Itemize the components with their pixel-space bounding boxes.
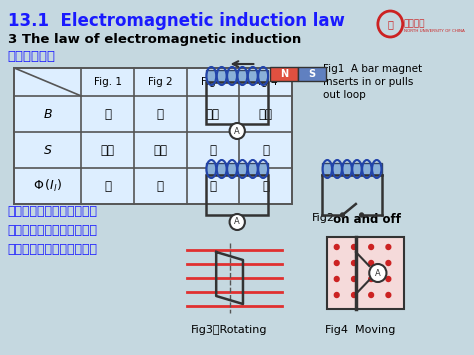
Bar bbox=[206, 163, 268, 175]
Bar bbox=[298, 67, 326, 81]
Text: Fig2: Fig2 bbox=[312, 213, 335, 223]
Circle shape bbox=[334, 277, 339, 282]
Text: 变: 变 bbox=[104, 108, 111, 120]
Text: S: S bbox=[308, 69, 315, 79]
Text: 不变: 不变 bbox=[206, 108, 220, 120]
Circle shape bbox=[334, 261, 339, 266]
Circle shape bbox=[360, 213, 364, 217]
Text: 13.1  Electromagnetic induction law: 13.1 Electromagnetic induction law bbox=[8, 12, 345, 30]
Circle shape bbox=[229, 123, 245, 139]
Text: Fig 3: Fig 3 bbox=[201, 77, 225, 87]
Text: A: A bbox=[234, 218, 240, 226]
Text: 有: 有 bbox=[104, 180, 111, 192]
Text: 变: 变 bbox=[210, 143, 216, 157]
Text: 东: 东 bbox=[387, 19, 393, 29]
Circle shape bbox=[386, 293, 391, 297]
Circle shape bbox=[386, 261, 391, 266]
Text: 不管什么原因引起通过闭合
回路的磁通量发生变化，都
会在导体回路中产生电流。: 不管什么原因引起通过闭合 回路的磁通量发生变化，都 会在导体回路中产生电流。 bbox=[8, 205, 98, 256]
Text: 不变: 不变 bbox=[153, 143, 167, 157]
Circle shape bbox=[386, 245, 391, 250]
Circle shape bbox=[352, 293, 356, 297]
Text: A: A bbox=[234, 126, 240, 136]
Bar bbox=[206, 82, 268, 124]
Circle shape bbox=[340, 213, 345, 217]
Text: 电磁感应定律: 电磁感应定律 bbox=[8, 50, 55, 63]
Circle shape bbox=[369, 261, 374, 266]
Circle shape bbox=[369, 245, 374, 250]
Text: $S$: $S$ bbox=[43, 143, 53, 157]
Text: 中北大学: 中北大学 bbox=[404, 19, 425, 28]
Text: Fig. 1: Fig. 1 bbox=[94, 77, 122, 87]
Circle shape bbox=[369, 277, 374, 282]
Text: $B$: $B$ bbox=[43, 108, 53, 120]
Text: 不变: 不变 bbox=[258, 108, 273, 120]
Text: on and off: on and off bbox=[329, 213, 401, 226]
Text: $\Phi\,(I_l)$: $\Phi\,(I_l)$ bbox=[33, 178, 63, 194]
Text: A: A bbox=[375, 268, 381, 278]
Text: N: N bbox=[280, 69, 288, 79]
Circle shape bbox=[352, 245, 356, 250]
Text: 有: 有 bbox=[157, 180, 164, 192]
Circle shape bbox=[334, 293, 339, 297]
Text: Fig4  Moving: Fig4 Moving bbox=[325, 325, 396, 335]
Text: Fig3：Rotating: Fig3：Rotating bbox=[191, 325, 268, 335]
Text: 变: 变 bbox=[262, 143, 269, 157]
Bar bbox=[322, 163, 382, 175]
Circle shape bbox=[334, 245, 339, 250]
Circle shape bbox=[386, 277, 391, 282]
Circle shape bbox=[352, 261, 356, 266]
Text: 有: 有 bbox=[210, 180, 216, 192]
Text: 不变: 不变 bbox=[100, 143, 115, 157]
Text: Fig1  A bar magnet
inserts in or pulls
out loop: Fig1 A bar magnet inserts in or pulls ou… bbox=[323, 64, 422, 100]
Circle shape bbox=[369, 264, 386, 282]
Bar bbox=[270, 67, 298, 81]
Text: Fig 4: Fig 4 bbox=[253, 77, 278, 87]
Circle shape bbox=[352, 277, 356, 282]
Bar bbox=[14, 68, 292, 204]
Text: 变: 变 bbox=[157, 108, 164, 120]
Text: 有: 有 bbox=[262, 180, 269, 192]
Bar bbox=[327, 237, 404, 309]
Text: Fig 2: Fig 2 bbox=[148, 77, 173, 87]
Text: NORTH UNIVERSITY OF CHINA: NORTH UNIVERSITY OF CHINA bbox=[404, 29, 465, 33]
Bar bbox=[206, 175, 268, 215]
Circle shape bbox=[369, 293, 374, 297]
Text: 3 The law of electromagnetic induction: 3 The law of electromagnetic induction bbox=[8, 33, 301, 46]
Bar bbox=[206, 70, 268, 82]
Circle shape bbox=[229, 214, 245, 230]
